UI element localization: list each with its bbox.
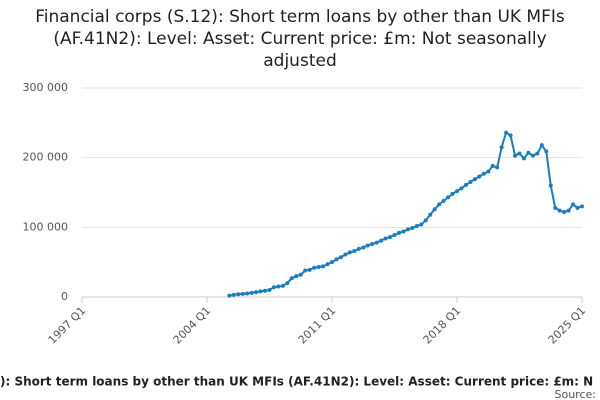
data-point	[303, 268, 308, 273]
data-point	[535, 151, 540, 156]
data-point	[365, 243, 370, 248]
data-point	[428, 212, 433, 217]
data-point	[356, 246, 361, 251]
data-point	[495, 165, 500, 170]
data-point	[379, 238, 384, 243]
y-tick-label: 300 000	[23, 81, 69, 94]
data-point	[472, 177, 477, 182]
data-point	[562, 210, 567, 215]
data-point	[450, 191, 455, 196]
data-point	[508, 133, 513, 138]
data-point	[343, 252, 348, 257]
data-point	[263, 288, 268, 293]
data-point	[468, 180, 473, 185]
y-tick-label: 0	[61, 290, 68, 303]
data-point	[245, 291, 250, 296]
chart-title: Financial corps (S.12): Short term loans…	[35, 7, 565, 71]
data-point	[330, 260, 334, 265]
data-point	[571, 202, 576, 207]
data-point	[321, 264, 326, 269]
x-tick-label: 2011 Q1	[296, 304, 339, 347]
data-point	[240, 291, 245, 296]
data-point	[352, 249, 357, 254]
data-point	[410, 226, 415, 231]
data-point	[370, 242, 375, 247]
data-point	[575, 205, 580, 210]
data-point	[338, 255, 343, 260]
data-point	[307, 267, 312, 272]
data-point	[557, 208, 562, 213]
data-point	[544, 149, 549, 154]
data-point	[361, 245, 366, 250]
data-point	[325, 262, 330, 267]
data-point	[227, 293, 232, 298]
source: Source:	[555, 388, 597, 400]
data-point	[419, 222, 424, 227]
data-point	[388, 235, 393, 240]
data-point	[553, 205, 558, 210]
data-point	[437, 202, 442, 207]
data-point	[513, 153, 518, 158]
data-point	[486, 169, 491, 174]
data-point	[396, 230, 401, 235]
x-tick-label: 2025 Q1	[546, 304, 589, 347]
y-tick-label: 200 000	[23, 151, 69, 164]
data-point	[258, 289, 263, 294]
data-point	[294, 274, 299, 279]
data-point	[267, 288, 272, 293]
x-tick-label: 2018 Q1	[421, 304, 464, 347]
data-point	[231, 292, 236, 297]
x-tick-label: 1997 Q1	[46, 304, 89, 347]
data-point	[539, 143, 544, 148]
data-point	[521, 156, 526, 161]
data-point	[383, 236, 388, 241]
data-point	[316, 265, 321, 270]
x-tick-label: 2004 Q1	[171, 304, 214, 347]
data-point	[481, 171, 486, 176]
data-point	[566, 208, 571, 213]
data-point	[298, 272, 303, 277]
data-point	[285, 281, 290, 286]
data-point	[455, 189, 459, 194]
data-point	[423, 218, 428, 223]
data-point	[236, 292, 241, 297]
data-point	[477, 174, 482, 179]
data-line	[229, 131, 583, 297]
data-point	[517, 151, 522, 156]
data-point	[374, 240, 379, 245]
data-point	[347, 250, 352, 255]
data-point	[289, 276, 294, 281]
data-point	[441, 198, 446, 203]
data-point	[504, 130, 509, 135]
data-point	[392, 232, 397, 237]
data-point	[280, 283, 285, 288]
data-point	[446, 195, 451, 200]
footer-caption: ): Short term loans by other than UK MFI…	[0, 375, 593, 389]
data-point	[405, 227, 410, 232]
data-point	[312, 265, 317, 270]
data-point	[271, 285, 276, 290]
data-point	[254, 290, 259, 295]
data-point	[276, 284, 281, 289]
data-point	[463, 182, 468, 187]
data-point	[249, 290, 254, 295]
data-point	[499, 145, 504, 150]
data-point	[459, 186, 464, 191]
data-point	[580, 204, 584, 209]
data-point	[548, 183, 553, 188]
data-point	[432, 207, 437, 212]
y-tick-label: 100 000	[23, 220, 69, 233]
data-point	[334, 257, 339, 262]
data-point	[530, 153, 535, 158]
data-point	[490, 164, 495, 169]
data-point	[526, 150, 531, 155]
data-point	[401, 229, 406, 234]
data-point	[414, 223, 419, 228]
